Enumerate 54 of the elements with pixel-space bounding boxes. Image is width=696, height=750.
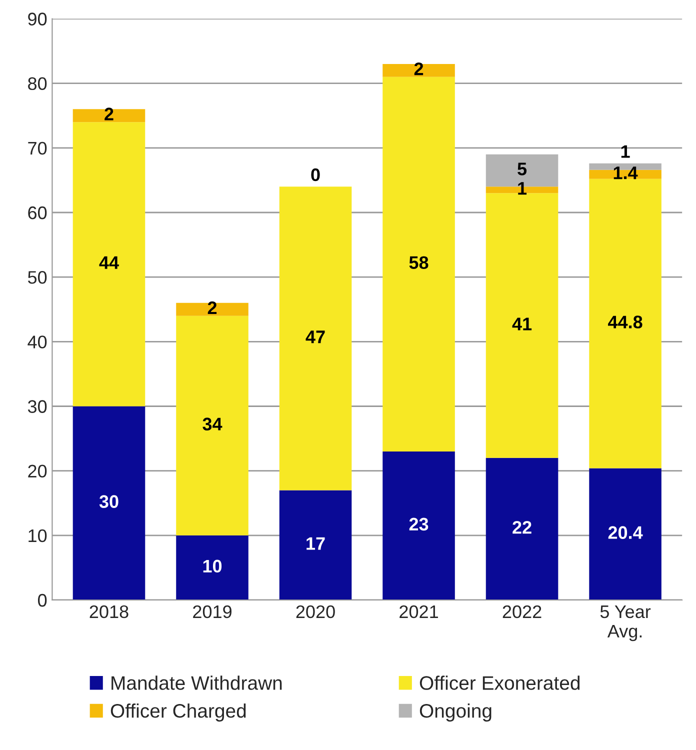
y-tick-label: 10 (28, 529, 47, 542)
bar (589, 178, 662, 468)
x-tick-label: 2019 (193, 605, 232, 618)
y-tick-label: 80 (28, 77, 47, 90)
legend-label: Officer Charged (110, 703, 246, 722)
bar (72, 122, 146, 406)
data-label: 2 (104, 108, 114, 120)
bar (176, 316, 248, 536)
bar (176, 302, 248, 316)
bar (279, 186, 352, 490)
y-tick-label: 40 (28, 336, 47, 348)
data-label: 0 (311, 168, 320, 182)
data-label: 41 (512, 318, 532, 330)
bar (279, 490, 352, 600)
bar (176, 535, 248, 600)
legend-label: Officer Exonerated (420, 676, 580, 690)
bar (382, 64, 455, 77)
data-label: 44 (99, 256, 119, 269)
data-label: 1 (621, 145, 630, 158)
bar (486, 458, 558, 600)
legend-label: Mandate Withdrawn (112, 676, 282, 690)
data-label: 23 (409, 518, 428, 531)
y-tick-label: 50 (28, 271, 47, 284)
bar (382, 451, 455, 600)
legend-label: Ongoing (420, 703, 492, 722)
data-label: 1.4 (614, 166, 638, 180)
x-tick-label: 2018 (90, 605, 128, 618)
y-tick-label: 60 (28, 206, 47, 220)
data-label: 58 (409, 256, 428, 270)
x-tick-label: 2022 (502, 605, 542, 618)
data-label: 2 (208, 301, 217, 314)
y-tick-label: 0 (38, 594, 47, 607)
data-label: 20.4 (608, 526, 643, 539)
x-tick-label: 5 Year Avg. (600, 606, 651, 642)
data-label: 10 (203, 560, 222, 573)
x-tick-label: 2021 (400, 605, 438, 618)
bar (589, 468, 662, 600)
data-label: 47 (306, 330, 325, 344)
data-label: 5 (518, 162, 527, 176)
y-tick-label: 20 (28, 464, 47, 478)
data-label: 30 (99, 495, 118, 508)
bar (72, 406, 146, 600)
bar (72, 109, 146, 122)
y-tick-label: 30 (28, 400, 47, 413)
bar (486, 193, 558, 458)
data-label: 34 (202, 418, 222, 430)
y-tick-label: 70 (28, 142, 47, 155)
data-label: 22 (512, 521, 532, 534)
data-label: 44.8 (608, 316, 642, 328)
x-tick-label: 2020 (296, 605, 335, 618)
y-tick-label: 90 (28, 12, 47, 26)
bar (382, 76, 455, 452)
data-label: 17 (306, 537, 325, 550)
data-label: 2 (414, 62, 424, 76)
